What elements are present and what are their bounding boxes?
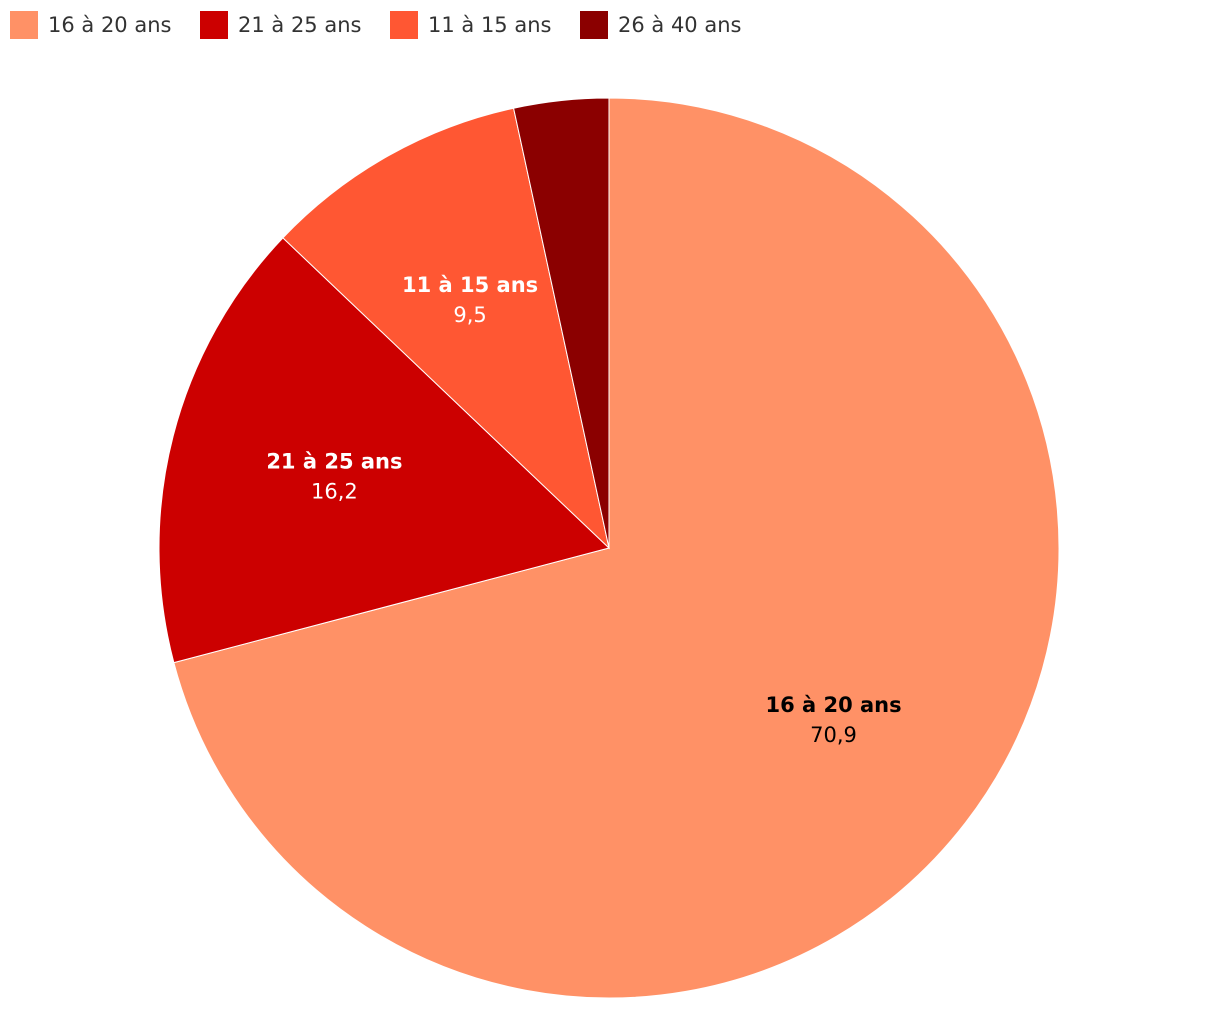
pie-slice <box>513 97 610 549</box>
legend-label: 26 à 40 ans <box>618 13 741 37</box>
legend-swatch <box>200 11 228 39</box>
pie-slice <box>173 97 1060 999</box>
slice-label: 11 à 15 ans <box>402 273 538 297</box>
legend-swatch <box>10 11 38 39</box>
legend-label: 11 à 15 ans <box>428 13 551 37</box>
slice-value: 9,5 <box>453 303 486 327</box>
pie-slice <box>158 237 610 664</box>
legend-label: 16 à 20 ans <box>48 13 171 37</box>
slice-value: 16,2 <box>311 479 358 503</box>
slice-label: 21 à 25 ans <box>266 449 402 473</box>
slice-label: 16 à 20 ans <box>765 693 901 717</box>
legend-label: 21 à 25 ans <box>238 13 361 37</box>
pie-slice <box>282 107 610 550</box>
slice-value: 70,9 <box>810 723 857 747</box>
legend-swatch <box>390 11 418 39</box>
legend-swatch <box>580 11 608 39</box>
